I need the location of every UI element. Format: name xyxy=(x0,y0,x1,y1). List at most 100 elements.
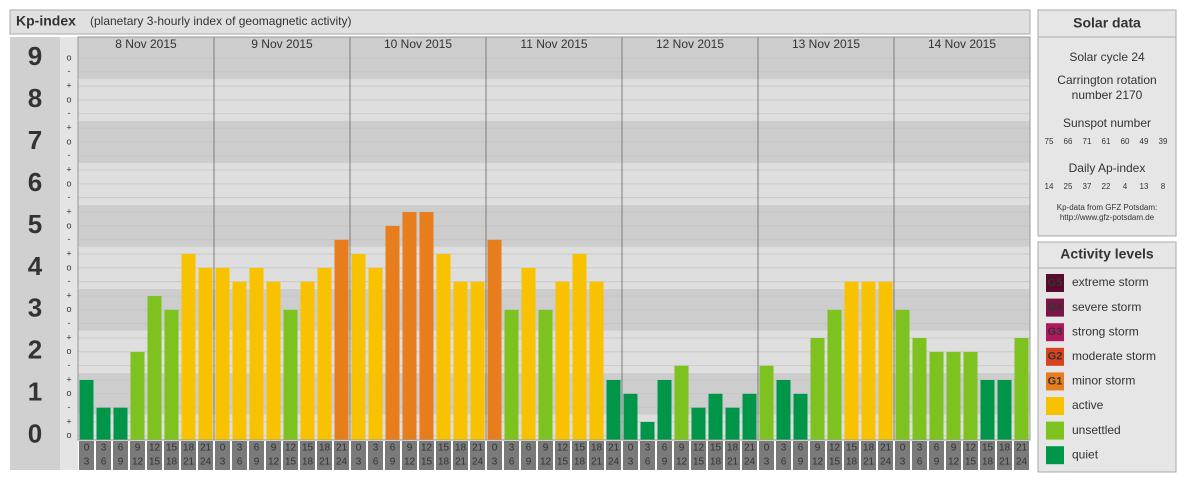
minor-tick-label: + xyxy=(66,248,71,258)
bar xyxy=(351,254,366,440)
y-tick-label: 6 xyxy=(28,167,42,197)
minor-tick-label: + xyxy=(66,332,71,342)
solar-cycle: Solar cycle 24 xyxy=(1069,50,1145,64)
hour-box xyxy=(147,441,162,470)
bar xyxy=(776,379,791,440)
legend-swatch xyxy=(1046,372,1064,391)
hour-box xyxy=(181,441,196,470)
bar xyxy=(691,407,706,440)
bar xyxy=(334,239,349,440)
hour-start: 3 xyxy=(917,443,923,454)
hour-end: 3 xyxy=(220,457,226,468)
carrington: Carrington rotation xyxy=(1057,73,1156,87)
ap-value: 25 xyxy=(1064,182,1073,191)
hour-end: 18 xyxy=(166,457,178,468)
minor-tick-label: o xyxy=(66,388,71,398)
bar xyxy=(827,309,842,440)
minor-tick-label: - xyxy=(68,276,71,286)
bar xyxy=(606,379,621,440)
minor-tick-label: o xyxy=(66,304,71,314)
hour-start: 21 xyxy=(744,443,756,454)
hour-box xyxy=(589,441,604,470)
hour-start: 0 xyxy=(900,443,906,454)
hour-start: 6 xyxy=(526,443,532,454)
minor-tick-label: + xyxy=(66,122,71,132)
hour-start: 15 xyxy=(982,443,994,454)
hour-end: 3 xyxy=(356,457,362,468)
sunspot-value: 49 xyxy=(1140,137,1149,146)
bar xyxy=(589,281,604,440)
bar xyxy=(708,393,723,440)
hour-box xyxy=(436,441,451,470)
hour-end: 9 xyxy=(526,457,532,468)
hour-box xyxy=(827,441,842,470)
day-label: 10 Nov 2015 xyxy=(384,37,452,51)
hour-box xyxy=(96,441,111,470)
ap-title: Daily Ap-index xyxy=(1069,161,1146,175)
bar xyxy=(912,337,927,440)
hour-start: 9 xyxy=(135,443,141,454)
bar xyxy=(725,407,740,440)
hour-end: 18 xyxy=(982,457,994,468)
hour-end: 6 xyxy=(509,457,515,468)
hour-end: 21 xyxy=(319,457,331,468)
minor-tick-label: o xyxy=(66,220,71,230)
hour-box xyxy=(657,441,672,470)
hour-end: 6 xyxy=(101,457,107,468)
bar xyxy=(300,281,315,440)
hour-start: 0 xyxy=(220,443,226,454)
hour-end: 12 xyxy=(676,457,688,468)
hour-start: 0 xyxy=(764,443,770,454)
hour-end: 15 xyxy=(693,457,705,468)
hour-box xyxy=(317,441,332,470)
hour-box xyxy=(708,441,723,470)
hour-box xyxy=(861,441,876,470)
hour-end: 6 xyxy=(645,457,651,468)
hour-end: 12 xyxy=(948,457,960,468)
minor-tick-label: o xyxy=(66,178,71,188)
minor-tick-label: o xyxy=(66,94,71,104)
bar xyxy=(980,379,995,440)
legend-swatch xyxy=(1046,323,1064,342)
bar xyxy=(283,309,298,440)
minor-tick-label: + xyxy=(66,80,71,90)
solar-title: Solar data xyxy=(1073,15,1141,31)
minor-tick-label: - xyxy=(68,108,71,118)
bar xyxy=(521,267,536,440)
hour-start: 18 xyxy=(863,443,875,454)
legend-label: extreme storm xyxy=(1072,275,1149,289)
hour-box xyxy=(691,441,706,470)
legend-label: severe storm xyxy=(1072,300,1141,314)
minor-tick-label: - xyxy=(68,150,71,160)
hour-end: 9 xyxy=(390,457,396,468)
hour-end: 6 xyxy=(373,457,379,468)
hour-start: 15 xyxy=(846,443,858,454)
hour-start: 3 xyxy=(373,443,379,454)
hour-end: 21 xyxy=(727,457,739,468)
hour-box xyxy=(912,441,927,470)
bar xyxy=(249,267,264,440)
bar xyxy=(1014,337,1029,440)
hour-start: 12 xyxy=(829,443,841,454)
hour-end: 15 xyxy=(829,457,841,468)
hour-end: 18 xyxy=(574,457,586,468)
sunspot-value: 39 xyxy=(1159,137,1168,146)
bar xyxy=(963,351,978,440)
bar xyxy=(266,281,281,440)
y-axis-panel xyxy=(10,37,60,470)
minor-tick-label: + xyxy=(66,290,71,300)
hour-start: 18 xyxy=(727,443,739,454)
hour-start: 12 xyxy=(149,443,161,454)
hour-end: 24 xyxy=(336,457,348,468)
hour-start: 18 xyxy=(319,443,331,454)
day-label: 11 Nov 2015 xyxy=(520,37,587,51)
hour-start: 0 xyxy=(628,443,634,454)
legend-label: strong storm xyxy=(1072,324,1139,338)
hour-end: 9 xyxy=(662,457,668,468)
bar xyxy=(895,309,910,440)
hour-end: 18 xyxy=(302,457,314,468)
hour-start: 6 xyxy=(254,443,260,454)
hour-box xyxy=(895,441,910,470)
minor-tick-label: + xyxy=(66,416,71,426)
